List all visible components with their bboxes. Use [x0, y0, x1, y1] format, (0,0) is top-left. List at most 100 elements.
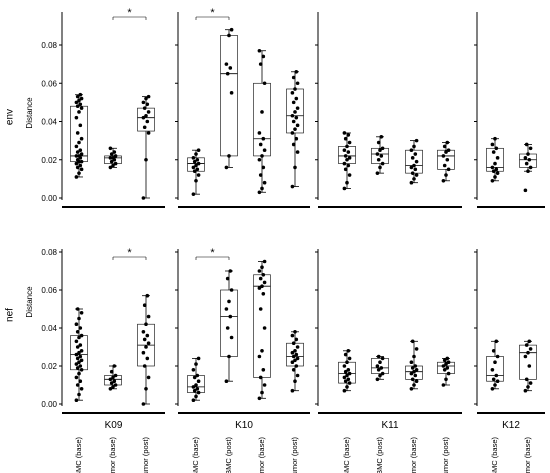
data-point	[445, 140, 450, 145]
data-point	[192, 169, 197, 174]
box-K11-tumor-base-	[405, 339, 423, 391]
data-point	[78, 163, 83, 168]
data-point	[260, 186, 264, 191]
data-point	[144, 157, 148, 162]
data-point	[78, 354, 83, 359]
data-point	[343, 136, 348, 141]
data-point	[142, 337, 147, 342]
data-point	[77, 392, 81, 397]
data-point	[74, 375, 79, 380]
data-point	[78, 326, 83, 330]
data-point	[74, 175, 79, 179]
data-point	[113, 154, 118, 158]
box-iqr	[371, 358, 389, 374]
data-point	[227, 354, 231, 359]
gene-label-env: env	[5, 109, 16, 125]
data-point	[192, 388, 197, 393]
data-point	[261, 292, 266, 296]
data-point	[75, 131, 80, 135]
data-point	[342, 148, 347, 152]
data-point	[109, 159, 114, 164]
data-point	[262, 81, 267, 86]
data-point	[446, 371, 451, 376]
data-point	[493, 136, 497, 141]
data-point	[493, 360, 497, 365]
box-K10-tumor-base-	[253, 48, 271, 195]
box-K11-pbmc-post-	[371, 135, 389, 175]
data-point	[257, 131, 262, 135]
data-point	[414, 173, 419, 177]
data-point	[192, 375, 197, 380]
data-point	[111, 163, 115, 168]
data-point	[441, 154, 446, 158]
data-point	[74, 115, 79, 120]
data-point	[194, 362, 198, 366]
data-point	[145, 119, 150, 124]
data-point	[262, 326, 267, 330]
data-point	[75, 356, 80, 361]
data-point	[409, 165, 414, 170]
data-point	[528, 165, 533, 170]
data-point	[142, 125, 147, 130]
data-point	[380, 146, 385, 151]
data-point	[141, 196, 146, 200]
data-point	[524, 343, 529, 347]
data-point	[290, 333, 295, 338]
data-point	[494, 373, 499, 378]
data-point	[347, 156, 352, 160]
data-point	[262, 383, 267, 387]
box-K12-tumor-base-	[519, 142, 537, 193]
data-point	[257, 396, 262, 401]
group-label-k09: K09	[105, 420, 123, 431]
y-tick-label: 0.08	[41, 248, 57, 257]
data-point	[527, 364, 532, 368]
data-point	[260, 284, 264, 289]
data-point	[224, 307, 229, 311]
data-point	[412, 177, 416, 181]
data-point	[75, 345, 80, 349]
category-label: PBMC (base)	[191, 437, 200, 473]
data-point	[291, 368, 296, 372]
data-point	[526, 385, 530, 389]
data-point	[410, 156, 415, 160]
data-point	[77, 335, 81, 340]
category-label: Tumor (post)	[141, 437, 150, 473]
data-point	[196, 161, 201, 166]
significance-star: *	[127, 247, 132, 259]
data-point	[523, 388, 528, 393]
data-point	[347, 371, 352, 376]
data-point	[145, 356, 150, 361]
data-point	[414, 138, 419, 143]
data-point	[290, 113, 295, 118]
data-point	[293, 110, 297, 114]
y-axis-label: Distance	[25, 286, 34, 318]
data-point	[74, 352, 79, 357]
data-point	[294, 96, 299, 101]
data-point	[526, 169, 530, 174]
data-point	[75, 330, 80, 334]
data-point	[343, 369, 348, 374]
data-point	[141, 100, 146, 105]
data-point	[260, 265, 264, 270]
box-K10-pbmc-post-	[220, 269, 238, 384]
data-point	[445, 366, 450, 370]
data-point	[192, 159, 197, 164]
data-point	[493, 161, 497, 166]
data-point	[225, 326, 230, 330]
data-point	[342, 161, 347, 166]
significance-bracket: *	[112, 7, 147, 20]
data-point	[295, 345, 300, 349]
data-point	[446, 360, 451, 365]
group-label-k10: K10	[235, 420, 253, 431]
gene-label-nef: nef	[5, 308, 16, 322]
data-point	[74, 322, 79, 327]
data-point	[493, 383, 497, 387]
box-K09-tumor-post-	[137, 293, 155, 406]
data-point	[494, 146, 499, 151]
data-point	[113, 383, 118, 387]
data-point	[196, 173, 201, 177]
box-iqr	[519, 344, 537, 380]
data-point	[144, 387, 148, 391]
data-point	[258, 173, 263, 177]
